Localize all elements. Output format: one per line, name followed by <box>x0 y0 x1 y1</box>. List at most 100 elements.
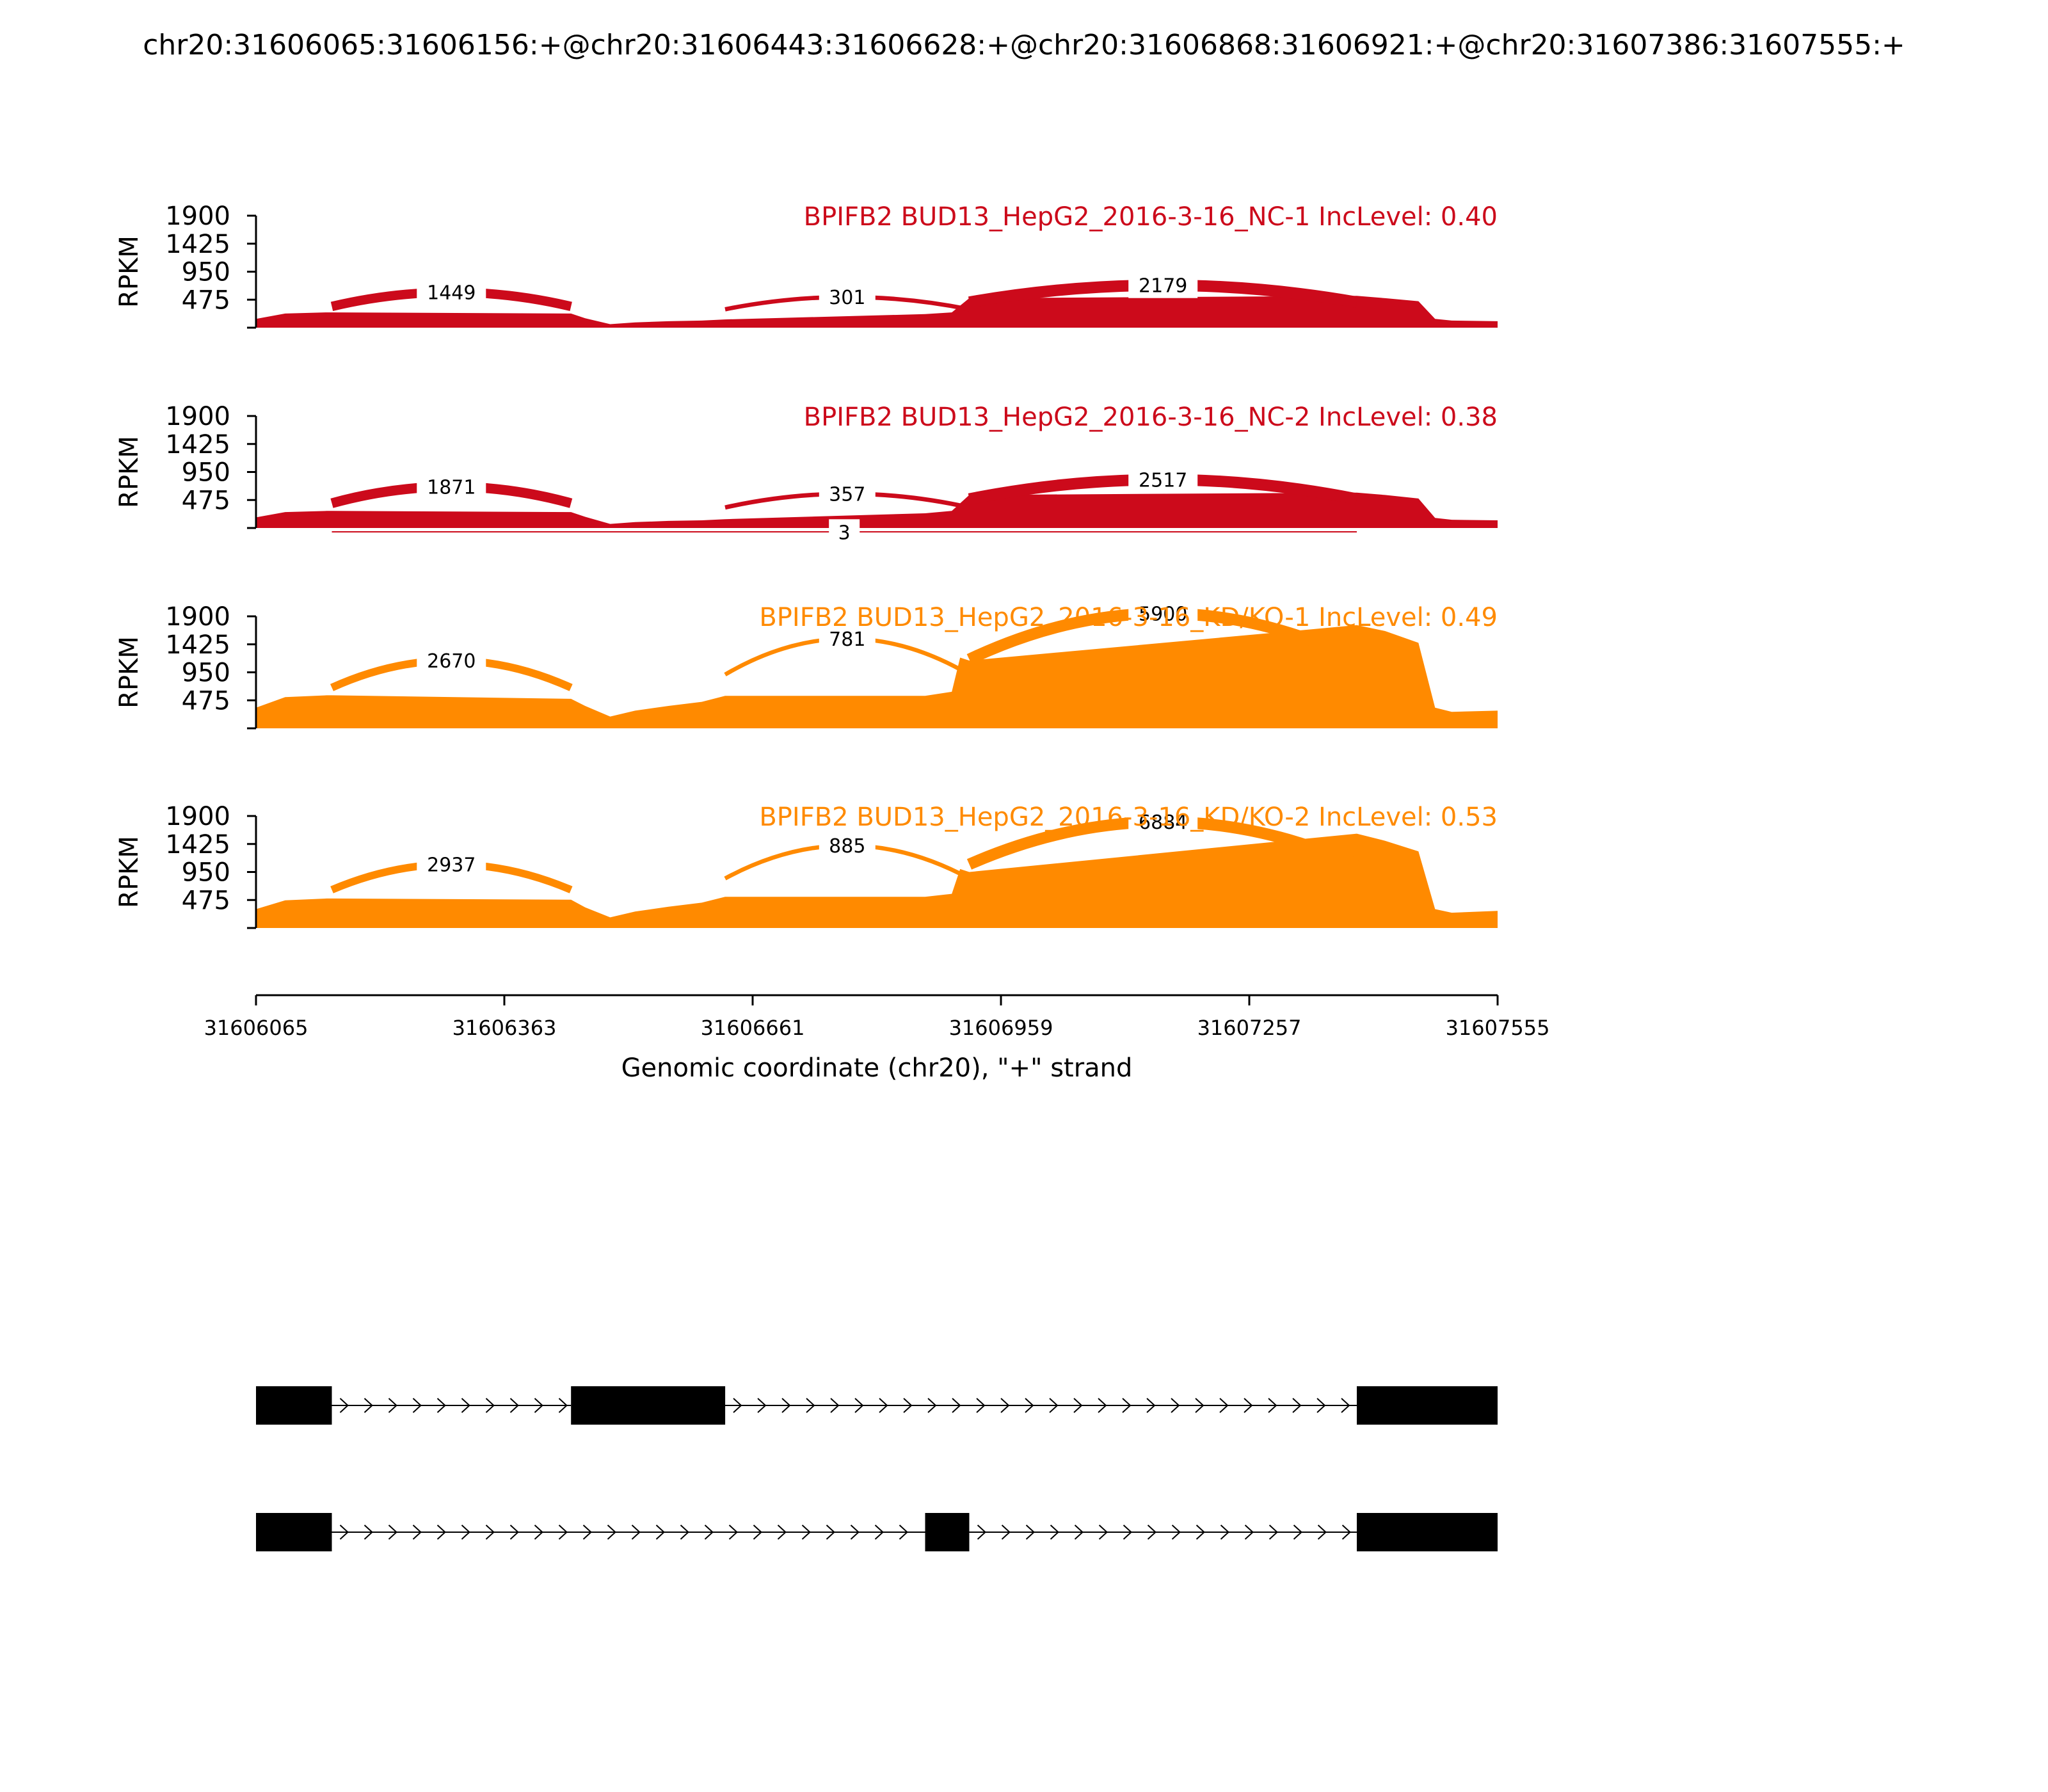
junction-label-bg <box>819 626 876 652</box>
track-title: BPIFB2 BUD13_HepG2_2016-3-16_KD/KO-2 Inc… <box>759 803 1498 832</box>
strand-chevron <box>1268 1524 1278 1540</box>
strand-chevron <box>436 1398 446 1413</box>
strand-chevron <box>582 1524 592 1540</box>
strand-chevron <box>806 1398 815 1413</box>
junction-count-label: 885 <box>829 835 865 858</box>
strand-chevron <box>1001 1524 1011 1540</box>
strand-chevron <box>364 1398 373 1413</box>
x-tick-label: 31606363 <box>452 1016 557 1040</box>
junction-label-bg <box>1128 272 1198 298</box>
strand-chevron <box>1000 1398 1010 1413</box>
strand-chevron <box>753 1524 762 1540</box>
strand-chevron <box>781 1398 791 1413</box>
strand-chevron <box>1244 1524 1254 1540</box>
strand-chevron <box>534 1398 543 1413</box>
x-axis-label: Genomic coordinate (chr20), "+" strand <box>621 1053 1133 1083</box>
strand-chevron <box>1025 1524 1035 1540</box>
track-title: BPIFB2 BUD13_HepG2_2016-3-16_NC-2 IncLev… <box>804 403 1498 432</box>
strand-chevron <box>1098 1398 1107 1413</box>
strand-chevron <box>1293 1524 1302 1540</box>
strand-chevron <box>412 1524 422 1540</box>
junction-count-label: 2179 <box>1139 275 1187 298</box>
strand-chevron <box>757 1398 767 1413</box>
strand-chevron <box>1147 1524 1156 1540</box>
strand-chevron <box>607 1524 616 1540</box>
strand-chevron <box>1292 1398 1302 1413</box>
strand-chevron <box>339 1398 349 1413</box>
junction-count-label: 2517 <box>1139 470 1187 492</box>
exon-block <box>1357 1386 1498 1425</box>
junction-label-bg <box>819 284 876 310</box>
y-tick-label: 475 <box>182 486 230 515</box>
strand-chevron <box>1316 1398 1326 1413</box>
junction-count-label: 6884 <box>1139 812 1187 834</box>
y-tick-label: 475 <box>182 886 230 915</box>
exon-block <box>571 1386 726 1425</box>
strand-chevron <box>879 1398 888 1413</box>
strand-chevron <box>509 1398 519 1413</box>
strand-chevron <box>558 1398 568 1413</box>
track-title: BPIFB2 BUD13_HepG2_2016-3-16_NC-1 IncLev… <box>804 202 1498 232</box>
junction-label-bg <box>417 279 486 305</box>
strand-chevron <box>1220 1524 1229 1540</box>
strand-chevron <box>1341 1524 1351 1540</box>
junction-label-bg <box>819 481 876 507</box>
y-tick-label: 475 <box>182 285 230 315</box>
strand-chevron <box>899 1524 908 1540</box>
strand-chevron <box>1317 1524 1327 1540</box>
strand-chevron <box>777 1524 787 1540</box>
strand-chevron <box>388 1398 397 1413</box>
strand-chevron <box>1074 1524 1084 1540</box>
strand-chevron <box>1195 1398 1204 1413</box>
junction-count-label: 781 <box>829 628 865 651</box>
strand-chevron <box>485 1524 495 1540</box>
y-axis-label: RPKM <box>115 836 144 908</box>
y-tick-label: 1900 <box>165 202 230 231</box>
strand-chevron <box>977 1524 986 1540</box>
strand-chevron <box>1049 1398 1059 1413</box>
strand-chevron <box>485 1398 495 1413</box>
strand-chevron <box>830 1398 840 1413</box>
strand-chevron <box>1025 1398 1034 1413</box>
strand-chevron <box>728 1524 738 1540</box>
strand-chevron <box>680 1524 689 1540</box>
coverage-area <box>256 492 1498 528</box>
y-tick-label: 1425 <box>165 630 230 660</box>
strand-chevron <box>631 1524 641 1540</box>
strand-chevron <box>364 1524 373 1540</box>
junction-count-label: 2937 <box>427 854 476 877</box>
strand-chevron <box>733 1398 742 1413</box>
y-tick-label: 950 <box>182 858 230 888</box>
strand-chevron <box>436 1524 446 1540</box>
strand-chevron <box>461 1398 470 1413</box>
coverage-area <box>256 833 1498 928</box>
y-axis-label: RPKM <box>115 236 144 308</box>
y-tick-label: 950 <box>182 458 230 488</box>
exon-block <box>256 1386 332 1425</box>
strand-chevron <box>1196 1524 1205 1540</box>
y-tick-label: 1425 <box>165 430 230 460</box>
isoform-2 <box>256 1513 1498 1551</box>
isoform-structures <box>256 1386 1498 1551</box>
y-tick-label: 950 <box>182 258 230 287</box>
strand-chevron <box>1244 1398 1253 1413</box>
strand-chevron <box>927 1398 937 1413</box>
x-tick-label: 31606065 <box>204 1016 308 1040</box>
y-tick-label: 1900 <box>165 802 230 831</box>
strand-chevron <box>1171 1398 1180 1413</box>
track-title: BPIFB2 BUD13_HepG2_2016-3-16_KD/KO-1 Inc… <box>759 603 1498 632</box>
strand-chevron <box>1341 1398 1350 1413</box>
junction-label-bg <box>417 648 486 674</box>
y-tick-label: 475 <box>182 686 230 716</box>
isoform-1 <box>256 1386 1498 1425</box>
strand-chevron <box>534 1524 543 1540</box>
junction-label-bg <box>417 851 486 877</box>
strand-chevron <box>1122 1398 1132 1413</box>
strand-chevron <box>874 1524 884 1540</box>
